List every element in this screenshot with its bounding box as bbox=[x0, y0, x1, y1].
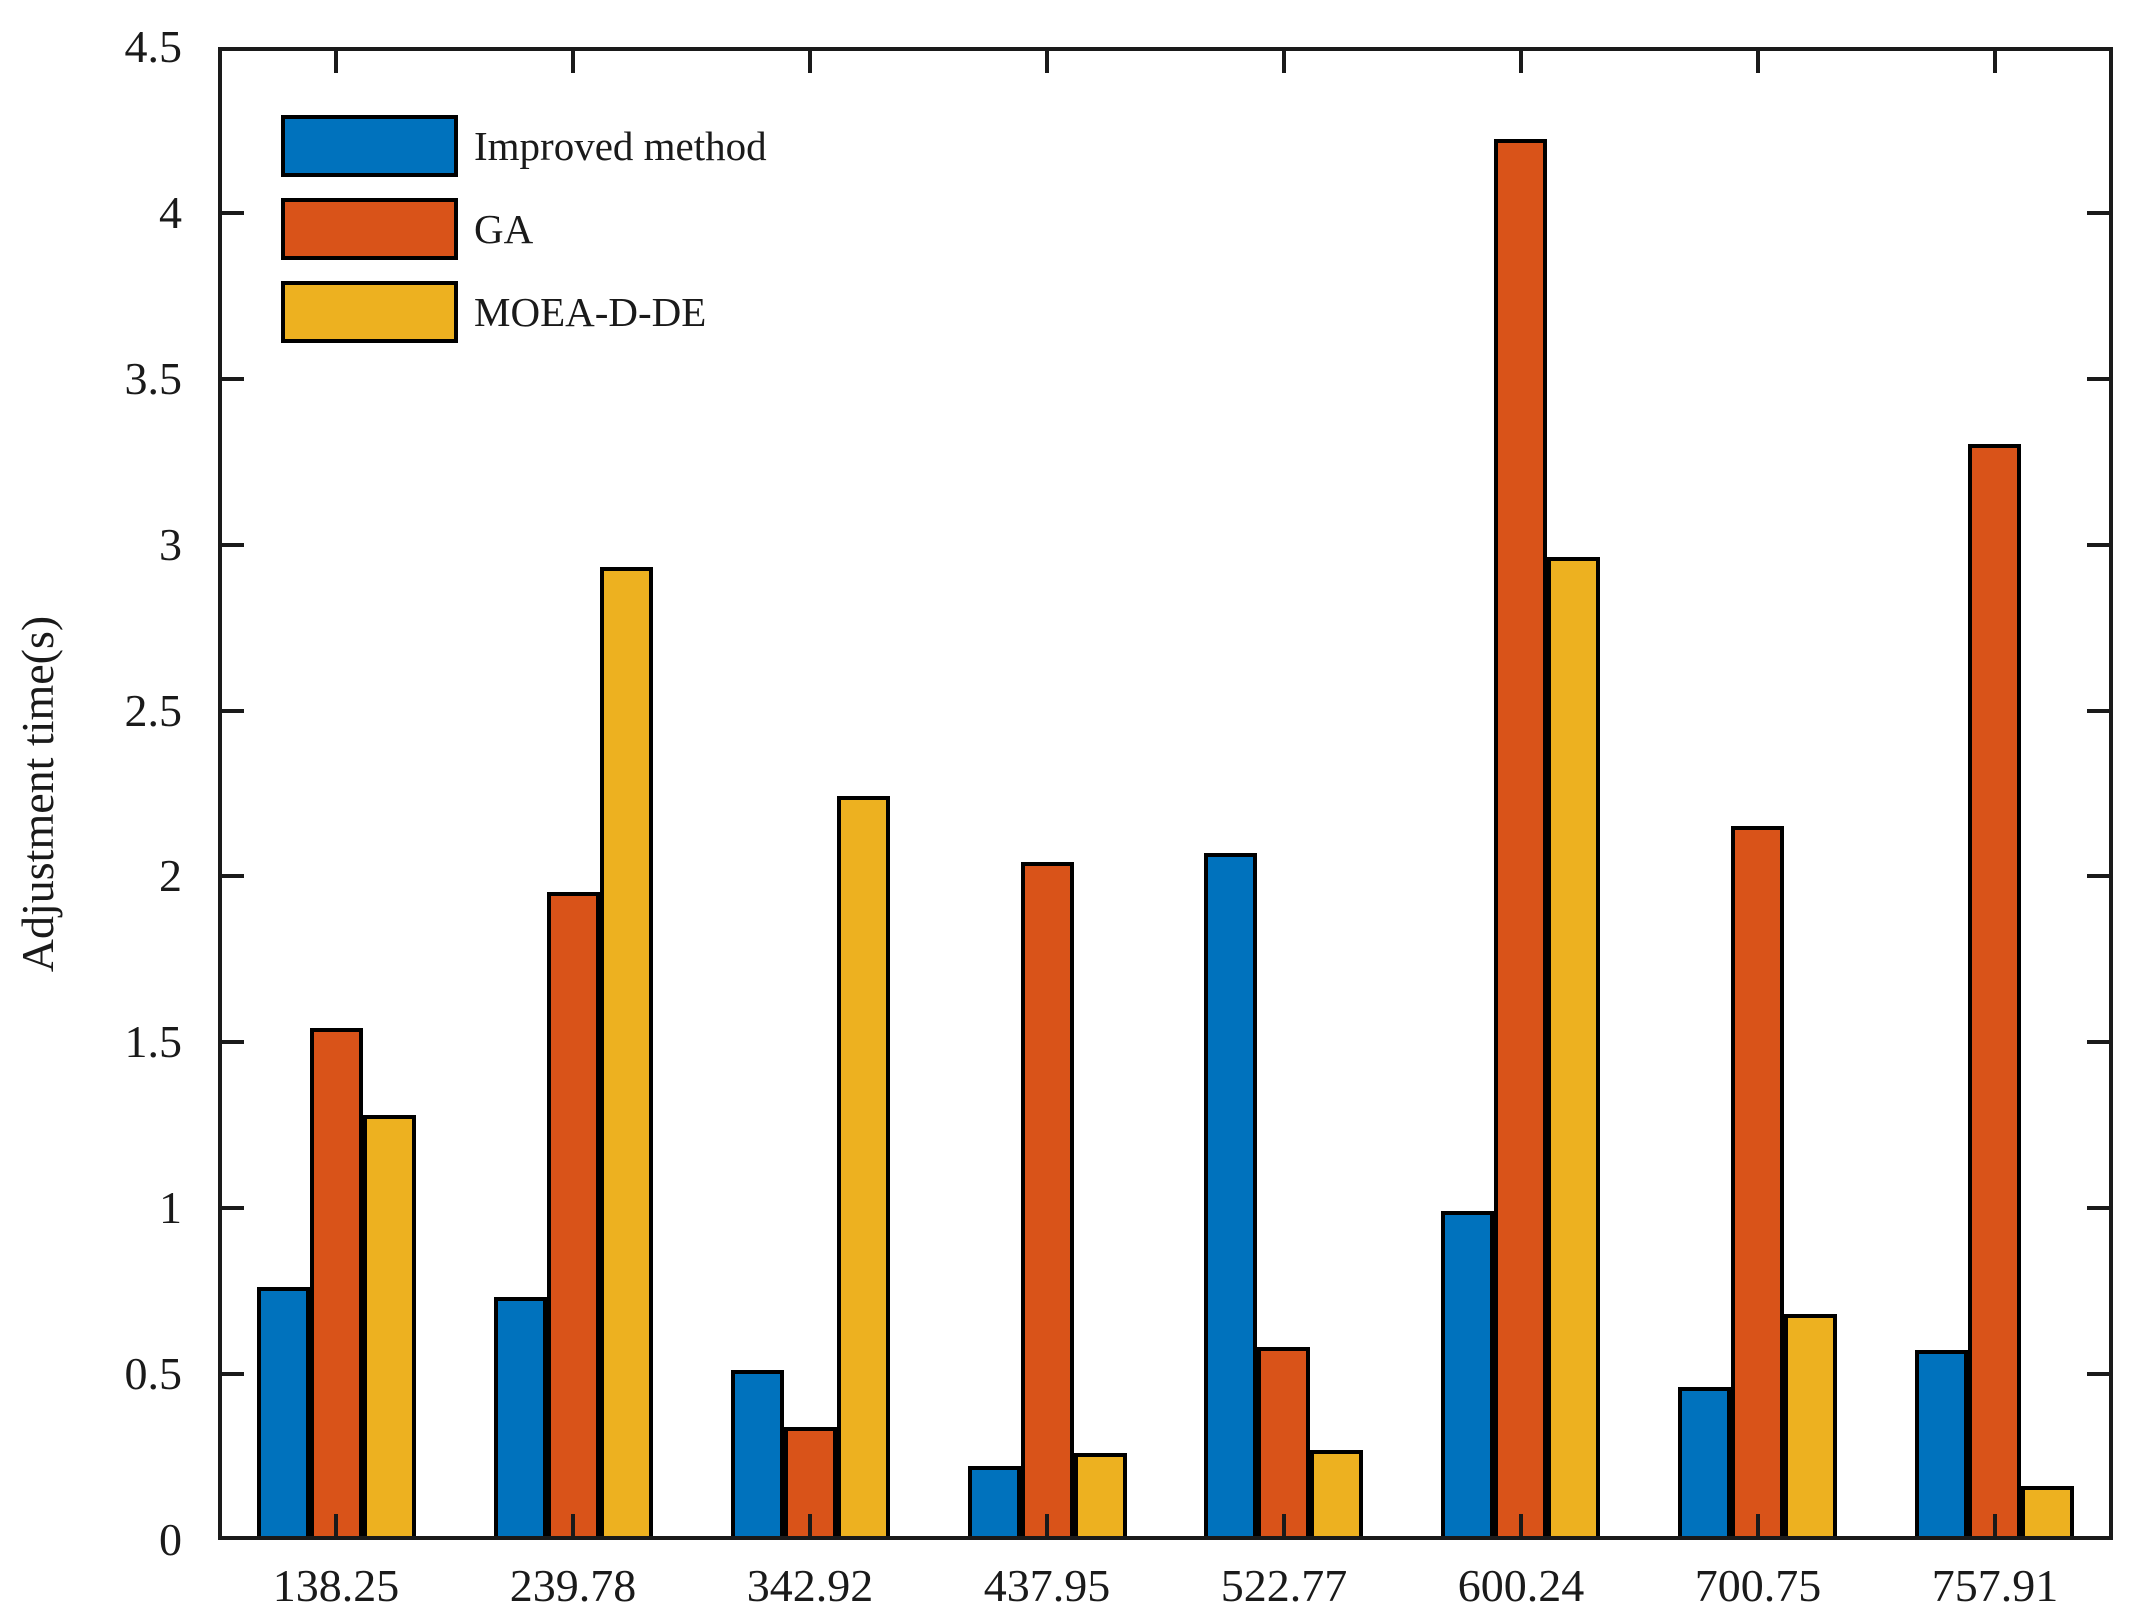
y-tick-mark bbox=[222, 211, 244, 215]
bar bbox=[837, 796, 890, 1536]
y-tick-label: 2.5 bbox=[124, 685, 183, 736]
bar bbox=[1021, 862, 1074, 1536]
y-tick-mark bbox=[222, 709, 244, 713]
plot-area: Improved method GA MOEA-D-DE bbox=[218, 47, 2113, 1540]
x-tick-label: 437.95 bbox=[983, 1560, 1111, 1611]
y-tick-label: 3.5 bbox=[124, 353, 183, 404]
y-tick-label: 1 bbox=[159, 1182, 182, 1233]
bar bbox=[1784, 1314, 1837, 1536]
x-tick-label: 342.92 bbox=[746, 1560, 874, 1611]
x-tick-mark bbox=[1045, 1514, 1049, 1536]
y-tick-mark bbox=[2087, 543, 2109, 547]
legend-label: MOEA-D-DE bbox=[474, 289, 707, 335]
x-tick-label: 700.75 bbox=[1694, 1560, 1822, 1611]
bar bbox=[968, 1466, 1021, 1536]
x-tick-mark bbox=[808, 1514, 812, 1536]
x-tick-mark bbox=[1519, 51, 1523, 73]
y-tick-label: 1.5 bbox=[124, 1016, 183, 1067]
y-tick-mark bbox=[222, 1040, 244, 1044]
y-tick-mark bbox=[2087, 709, 2109, 713]
y-tick-label: 4.5 bbox=[124, 21, 183, 72]
bar bbox=[363, 1115, 416, 1536]
x-tick-label: 757.91 bbox=[1931, 1560, 2059, 1611]
legend-item: MOEA-D-DE bbox=[281, 281, 767, 343]
y-tick-label: 4 bbox=[159, 187, 182, 238]
bar bbox=[1494, 139, 1547, 1536]
x-tick-label: 600.24 bbox=[1457, 1560, 1585, 1611]
x-tick-mark bbox=[1519, 1514, 1523, 1536]
y-tick-label: 0.5 bbox=[124, 1348, 183, 1399]
y-tick-label: 2 bbox=[159, 850, 182, 901]
x-tick-mark bbox=[808, 51, 812, 73]
y-tick-mark bbox=[222, 874, 244, 878]
legend-swatch bbox=[281, 115, 458, 177]
y-tick-mark bbox=[222, 377, 244, 381]
x-tick-mark bbox=[1756, 51, 1760, 73]
bar bbox=[1310, 1450, 1363, 1536]
bar bbox=[547, 892, 600, 1536]
bar bbox=[1678, 1387, 1731, 1536]
bar bbox=[1074, 1453, 1127, 1536]
x-tick-mark bbox=[1282, 51, 1286, 73]
legend-label: GA bbox=[474, 206, 534, 252]
x-tick-mark bbox=[571, 51, 575, 73]
x-tick-mark bbox=[334, 51, 338, 73]
legend-label: Improved method bbox=[474, 123, 767, 169]
y-tick-mark bbox=[222, 1206, 244, 1210]
x-tick-mark bbox=[1993, 51, 1997, 73]
y-tick-label: 3 bbox=[159, 519, 182, 570]
legend-swatch bbox=[281, 198, 458, 260]
bar bbox=[257, 1287, 310, 1536]
bar bbox=[1257, 1347, 1310, 1536]
bar bbox=[494, 1297, 547, 1536]
y-tick-mark bbox=[222, 1372, 244, 1376]
bar bbox=[2021, 1486, 2074, 1536]
x-tick-label: 522.77 bbox=[1220, 1560, 1348, 1611]
bar bbox=[310, 1028, 363, 1536]
y-axis-label: Adjustment time(s) bbox=[12, 615, 63, 973]
x-tick-mark bbox=[1993, 1514, 1997, 1536]
x-tick-mark bbox=[1045, 51, 1049, 73]
x-tick-mark bbox=[571, 1514, 575, 1536]
y-tick-mark bbox=[2087, 211, 2109, 215]
x-tick-label: 138.25 bbox=[272, 1560, 400, 1611]
legend: Improved method GA MOEA-D-DE bbox=[281, 115, 767, 364]
y-tick-mark bbox=[2087, 377, 2109, 381]
y-tick-mark bbox=[2087, 1206, 2109, 1210]
bar bbox=[731, 1370, 784, 1536]
bar bbox=[1441, 1211, 1494, 1536]
y-tick-mark bbox=[2087, 874, 2109, 878]
bar bbox=[1915, 1350, 1968, 1536]
legend-item: GA bbox=[281, 198, 767, 260]
legend-item: Improved method bbox=[281, 115, 767, 177]
y-tick-mark bbox=[222, 543, 244, 547]
y-tick-mark bbox=[2087, 1040, 2109, 1044]
y-tick-label: 0 bbox=[159, 1514, 182, 1565]
y-tick-mark bbox=[2087, 1372, 2109, 1376]
bar bbox=[1204, 853, 1257, 1536]
bar bbox=[1547, 557, 1600, 1536]
bar bbox=[1731, 826, 1784, 1536]
x-tick-mark bbox=[1756, 1514, 1760, 1536]
x-tick-label: 239.78 bbox=[509, 1560, 637, 1611]
bar bbox=[1968, 444, 2021, 1536]
legend-swatch bbox=[281, 281, 458, 343]
bar bbox=[600, 567, 653, 1536]
x-tick-mark bbox=[1282, 1514, 1286, 1536]
x-tick-mark bbox=[334, 1514, 338, 1536]
